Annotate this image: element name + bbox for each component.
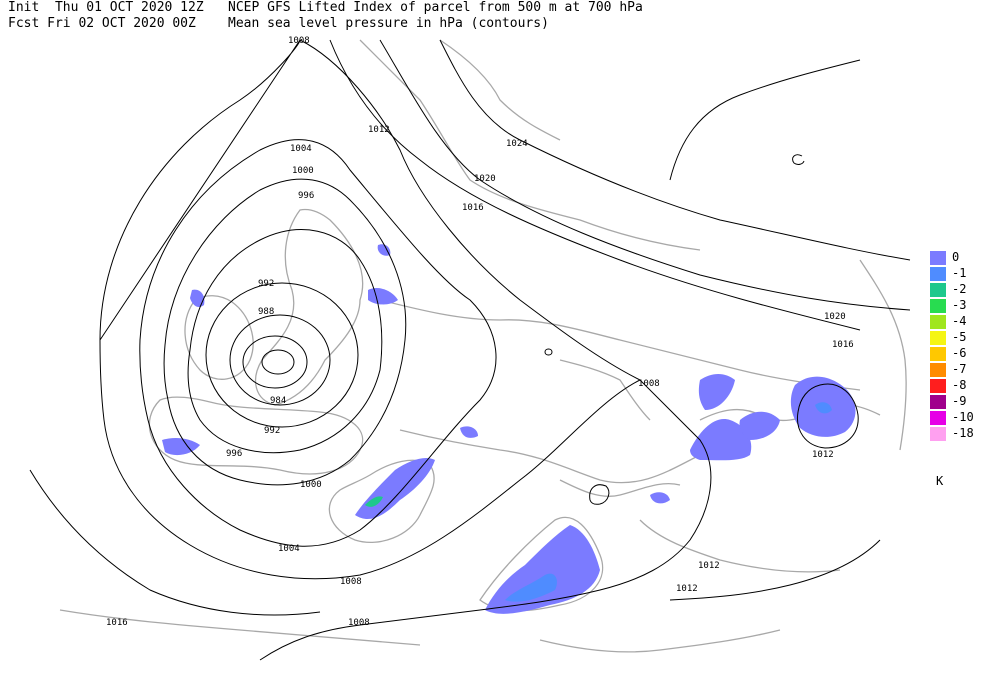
contour-fragment: [792, 154, 805, 165]
contour-label: 1024: [506, 139, 528, 149]
li-area: [377, 244, 391, 256]
legend-label: -3: [952, 298, 967, 312]
legend-swatch: [930, 315, 946, 329]
isobar-1008: [99, 39, 642, 580]
li-area: [162, 437, 200, 456]
contour-label: 1016: [462, 203, 484, 213]
isobar-996: [187, 229, 383, 454]
isobar-1020: [379, 39, 911, 311]
li-area: [485, 525, 600, 614]
legend-swatch: [930, 331, 946, 345]
contour-label: 1012: [812, 450, 834, 460]
isobar-1012: [259, 379, 712, 661]
legend-label: -8: [952, 378, 967, 392]
li-area: [650, 492, 670, 504]
legend-swatch: [930, 379, 946, 393]
legend-swatch: [930, 283, 946, 297]
isobar-tiny: [544, 348, 553, 356]
isobar-1000: [163, 178, 407, 486]
isobar-988: [229, 314, 331, 406]
legend-label: 0: [952, 250, 960, 264]
contour-label: 1004: [278, 544, 300, 554]
legend-swatch: [930, 347, 946, 361]
legend-label: -9: [952, 394, 967, 408]
li-area: [739, 411, 780, 440]
isobar-1012-east: [669, 539, 881, 601]
contour-label: 996: [226, 449, 242, 459]
isobar-984: [261, 349, 295, 375]
li-area: [460, 426, 478, 438]
contour-label: 988: [258, 307, 274, 317]
legend-swatch: [930, 251, 946, 265]
contour-label: 1020: [474, 174, 496, 184]
contour-label: 1016: [106, 618, 128, 628]
contour-label: 1000: [292, 166, 314, 176]
legend-swatch: [930, 363, 946, 377]
legend-label: -5: [952, 330, 967, 344]
contour-label: 1020: [824, 312, 846, 322]
legend-label: -7: [952, 362, 967, 376]
isobar-1016: [329, 39, 861, 331]
legend-label: -18: [952, 426, 974, 440]
contour-label: 1008: [288, 36, 310, 46]
legend-label: -2: [952, 282, 967, 296]
li-area: [368, 288, 398, 305]
map-subtitle: Mean sea level pressure in hPa (contours…: [228, 16, 549, 31]
contour-label: 1012: [676, 584, 698, 594]
contour-label: 992: [258, 279, 274, 289]
isobar-1004: [139, 139, 497, 547]
isobar-1024: [439, 39, 911, 261]
li-area: [815, 402, 832, 414]
contour-label: 1008: [638, 379, 660, 389]
init-time: Init Thu 01 OCT 2020 12Z: [8, 0, 204, 15]
legend-swatch: [930, 299, 946, 313]
forecast-time: Fcst Fri 02 OCT 2020 00Z: [8, 16, 196, 31]
legend-label: -10: [952, 410, 974, 424]
li-area: [190, 289, 205, 308]
contour-label: 1012: [698, 561, 720, 571]
isobar-1012-low: [796, 383, 859, 449]
legend-swatch: [930, 267, 946, 281]
legend-swatch: [930, 427, 946, 441]
isobar-small: [589, 484, 610, 505]
isobar-984-outer: [242, 335, 308, 389]
legend-label: -1: [952, 266, 967, 280]
contour-labels: 1008 1012 1004 1000 996 992 988 984 992 …: [106, 36, 854, 628]
li-area: [365, 496, 383, 507]
map-title: NCEP GFS Lifted Index of parcel from 500…: [228, 0, 643, 15]
coastlines: [59, 39, 907, 653]
contour-label: 1016: [832, 340, 854, 350]
contour-label: 1008: [340, 577, 362, 587]
contour-label: 984: [270, 396, 286, 406]
legend-swatch: [930, 395, 946, 409]
isobars: [29, 39, 911, 661]
isobar-high: [669, 59, 861, 181]
legend-label: -6: [952, 346, 967, 360]
li-area: [698, 374, 735, 410]
contour-label: 996: [298, 191, 314, 201]
contour-label: 1008: [348, 618, 370, 628]
isobar-1016-sw: [29, 469, 321, 616]
legend-swatch: [930, 411, 946, 425]
isobar-992: [205, 282, 359, 428]
contour-label: 1000: [300, 480, 322, 490]
li-area: [505, 573, 557, 602]
contour-label: 1004: [290, 144, 312, 154]
legend-unit: K: [936, 474, 944, 488]
legend-label: -4: [952, 314, 967, 328]
contour-label: 992: [264, 426, 280, 436]
contour-label: 1012: [368, 125, 390, 135]
